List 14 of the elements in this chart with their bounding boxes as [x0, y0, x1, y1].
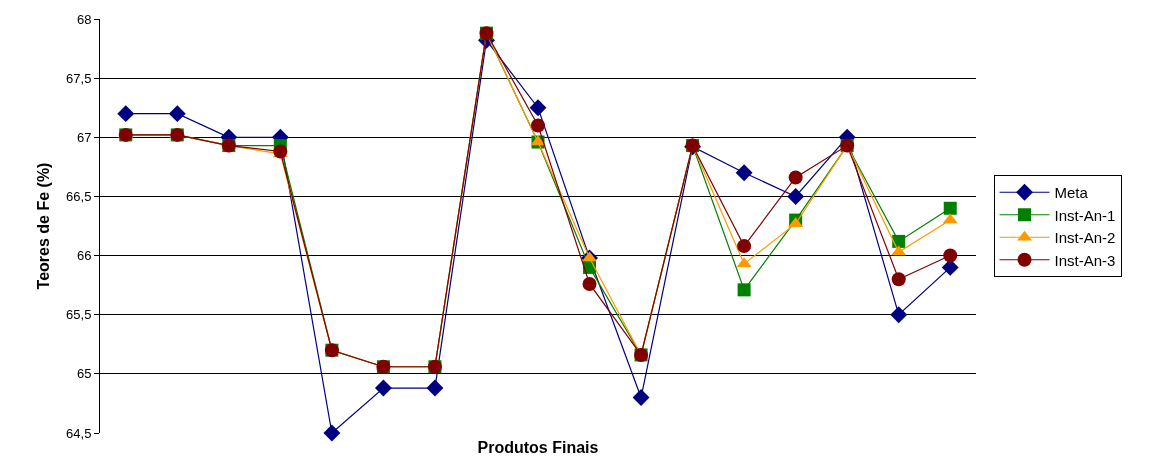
- legend-label: Inst-An-3: [1054, 251, 1116, 269]
- legend-label: Meta: [1054, 184, 1089, 202]
- y-tick-label: 67: [76, 129, 92, 145]
- y-tick-label: 65,5: [66, 307, 92, 323]
- x-axis-title: Produtos Finais: [477, 438, 599, 456]
- legend-label: Inst-An-2: [1054, 229, 1116, 247]
- y-tick-label: 65: [76, 366, 92, 382]
- legend-label: Inst-An-1: [1054, 206, 1116, 224]
- y-axis-title: Teores de Fe (%): [34, 162, 52, 290]
- y-tick-label: 66,5: [66, 188, 92, 204]
- y-tick-label: 67,5: [66, 70, 92, 86]
- y-tick-label: 68: [76, 11, 92, 27]
- y-tick-label: 64,5: [66, 425, 92, 441]
- y-tick-label: 66: [76, 248, 92, 264]
